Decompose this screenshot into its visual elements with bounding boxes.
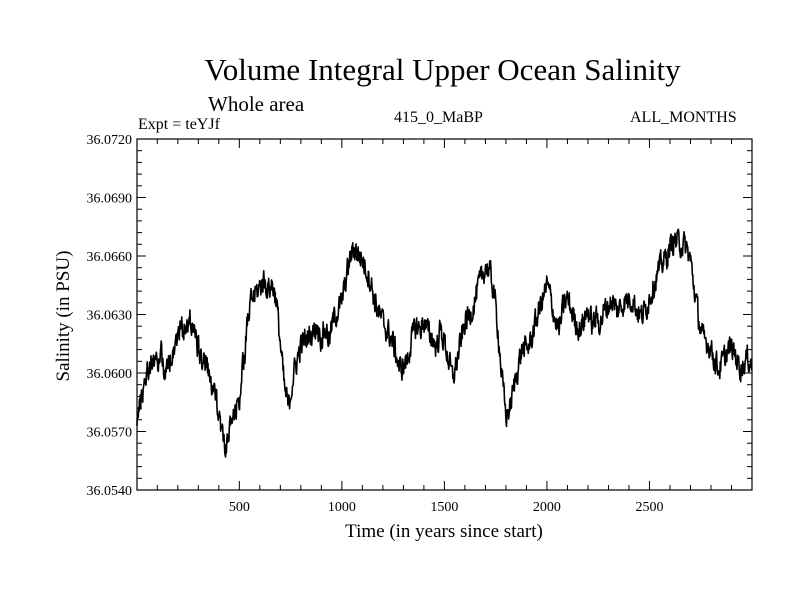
months-label: ALL_MONTHS	[630, 109, 737, 126]
y-axis-title: Salinity (in PSU)	[53, 251, 74, 382]
axis-ticks	[137, 139, 752, 490]
run-label: 415_0_MaBP	[394, 109, 483, 126]
x-tick-label: 1000	[328, 500, 356, 515]
x-tick-label: 1500	[430, 500, 458, 515]
y-tick-label: 36.0690	[87, 192, 133, 207]
y-tick-label: 36.0570	[87, 426, 133, 441]
x-tick-label: 500	[229, 500, 250, 515]
experiment-label: Expt = teYJf	[138, 116, 220, 133]
x-tick-label: 2500	[635, 500, 663, 515]
y-tick-label: 36.0540	[87, 484, 133, 499]
y-tick-label: 36.0630	[87, 309, 133, 324]
plot-frame	[136, 138, 753, 491]
y-tick-label: 36.0660	[87, 250, 133, 265]
series-line-salinity	[136, 228, 753, 458]
chart-subtitle: Whole area	[208, 92, 305, 116]
y-tick-labels: 36.0540 36.0570 36.0600 36.0630 36.0660 36.06…	[87, 133, 133, 499]
y-tick-label: 36.0600	[87, 367, 133, 382]
y-tick-label: 36.0720	[87, 133, 133, 148]
x-tick-label: 2000	[533, 500, 561, 515]
x-tick-labels: 500 1000 1500 2000 2500	[229, 500, 664, 515]
x-axis-title: Time (in years since start)	[345, 521, 543, 542]
chart-title: Volume Integral Upper Ocean Salinity	[204, 52, 681, 87]
